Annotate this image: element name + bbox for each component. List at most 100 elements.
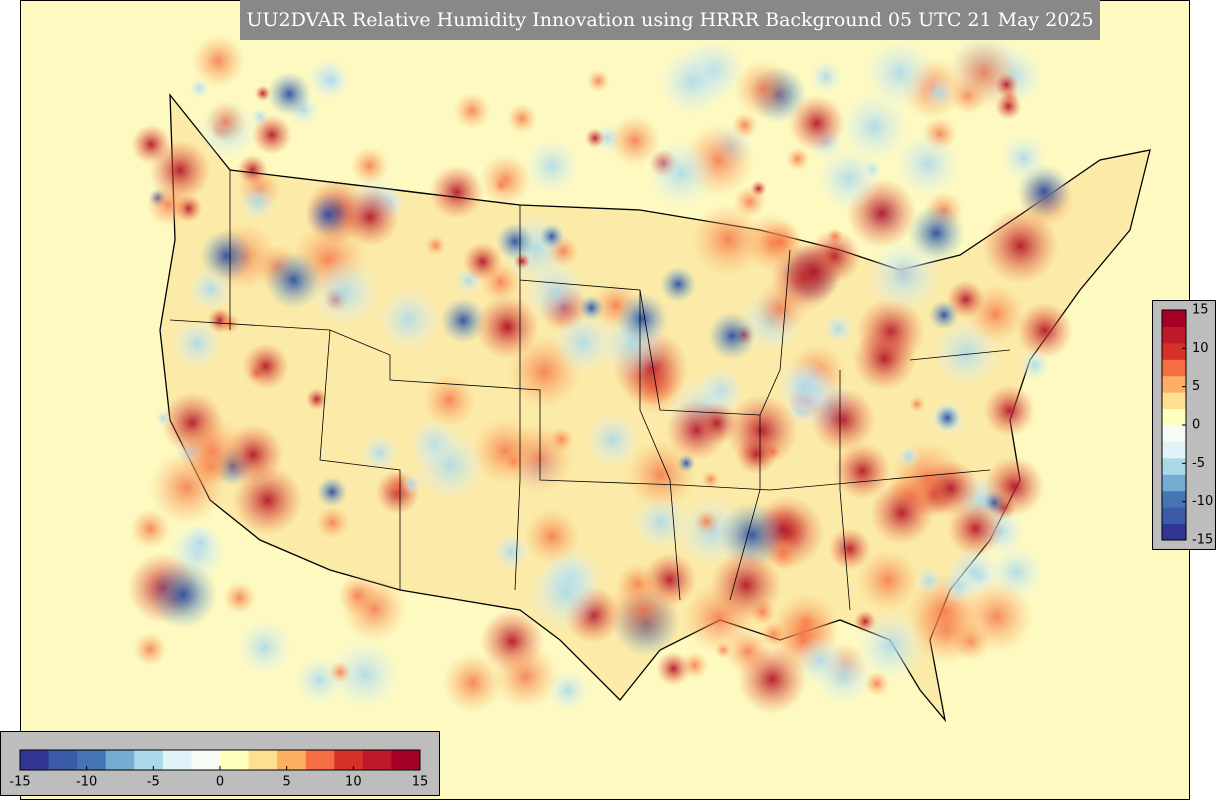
field-blob: [946, 280, 985, 319]
field-blob: [422, 373, 476, 427]
field-blob: [539, 223, 565, 249]
field-blob: [242, 343, 290, 390]
colorbar-tick-label: -10: [76, 775, 97, 790]
field-blob: [236, 618, 293, 676]
field-blob: [816, 146, 882, 212]
state-borders: [169, 169, 1011, 611]
field-blob: [133, 632, 167, 666]
field-blob: [822, 313, 854, 344]
field-blob: [361, 434, 399, 472]
colorbar-segment: [1162, 441, 1186, 459]
field-blob: [908, 396, 926, 413]
field-blob: [340, 187, 400, 247]
field-blob: [188, 77, 211, 100]
field-blob: [524, 260, 587, 324]
field-blob: [994, 72, 1019, 97]
field-blob: [237, 154, 268, 185]
field-blob: [171, 318, 223, 369]
field-blob: [223, 581, 256, 614]
field-blob: [866, 237, 942, 314]
field-blob: [401, 473, 423, 494]
map-area: [20, 0, 1190, 800]
field-blob: [785, 147, 810, 171]
field-blob: [440, 297, 487, 344]
field-blob: [609, 115, 661, 167]
field-blob: [188, 267, 233, 312]
field-blob: [492, 643, 559, 710]
colorbar-segment: [48, 750, 78, 770]
field-blob: [707, 311, 757, 361]
field-blob: [982, 208, 1059, 284]
field-blob: [154, 410, 172, 427]
colorbar-segment: [1162, 392, 1186, 410]
field-blob: [646, 138, 716, 208]
field-blob: [425, 235, 446, 256]
field-blob: [788, 95, 845, 152]
field-blob: [607, 575, 679, 647]
field-blob: [735, 433, 777, 475]
field-blob: [983, 384, 1036, 437]
field-blob: [710, 549, 782, 621]
colorbar-tick-label: -5: [147, 775, 160, 790]
field-blob: [833, 442, 891, 500]
field-blob: [657, 46, 727, 117]
field-blob: [475, 295, 540, 360]
field-blob: [254, 85, 271, 102]
colorbar-tick-label: 15: [412, 775, 429, 790]
field-blob: [585, 128, 605, 149]
field-blob: [660, 266, 697, 303]
field-blob: [146, 182, 191, 227]
colorbar-segment: [334, 750, 364, 770]
colorbar-segment: [1162, 326, 1186, 344]
field-blob: [737, 644, 807, 714]
colorbar-tick-label: 10: [345, 775, 362, 790]
field-blob: [587, 69, 610, 93]
field-blob: [377, 288, 440, 351]
field-blob: [677, 454, 696, 473]
field-blob: [934, 405, 960, 431]
field-blob: [524, 138, 580, 195]
field-blob: [492, 532, 531, 571]
field-blob: [462, 242, 503, 282]
colorbar-segment: [162, 750, 192, 770]
field-blob: [524, 508, 580, 564]
field-blob: [701, 470, 720, 489]
field-blob: [493, 176, 510, 194]
field-blob: [785, 243, 843, 301]
field-blob: [415, 431, 485, 500]
field-blob: [894, 130, 961, 198]
colorbar-tick-label: -5: [1192, 456, 1205, 471]
field-blob: [750, 180, 767, 197]
field-blob: [947, 500, 1004, 557]
colorbar-segment: [391, 750, 421, 770]
colorbar-segment: [248, 750, 278, 770]
field-blob: [306, 193, 350, 237]
field-blob: [864, 37, 935, 109]
field-blob: [319, 68, 345, 94]
field-blob: [852, 326, 917, 391]
field-blob: [429, 164, 484, 220]
field-blob: [856, 549, 919, 612]
field-blob: [776, 358, 832, 414]
field-blob: [794, 635, 846, 686]
field-blob: [718, 501, 786, 568]
colorbar-horizontal: -15 -10 -5 0 5 10 15: [9, 749, 429, 790]
field-blob: [316, 476, 348, 508]
field-blob: [130, 508, 171, 549]
field-blob: [311, 258, 380, 327]
field-blob: [984, 456, 1045, 517]
field-blob: [828, 527, 871, 571]
field-blob: [251, 114, 293, 156]
field-blob: [149, 560, 218, 629]
field-blob: [656, 651, 691, 686]
field-blob: [267, 71, 312, 117]
field-blob: [734, 59, 793, 119]
colorbar-segment: [134, 750, 164, 770]
field-blob: [513, 253, 531, 270]
colorbar-tick-label: 5: [1192, 379, 1200, 394]
colorbar-segment: [1162, 342, 1186, 360]
title: UU2DVAR Relative Humidity Innovation usi…: [246, 9, 1093, 31]
field-blob: [731, 112, 758, 139]
colorbar-tick-label: -10: [1192, 494, 1213, 509]
